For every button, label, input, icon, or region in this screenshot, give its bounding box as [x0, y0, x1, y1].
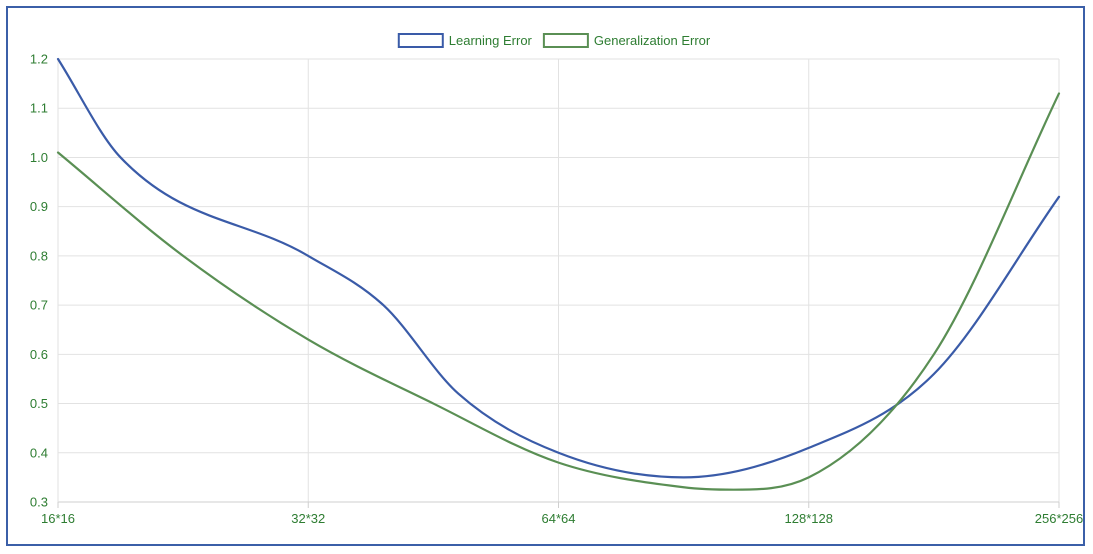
- x-tick-labels: 16*16 32*32 64*64 128*128 256*256: [41, 511, 1083, 526]
- y-tick-label: 0.5: [30, 396, 48, 411]
- x-tick-label: 16*16: [41, 511, 75, 526]
- y-tick-label: 0.8: [30, 248, 48, 263]
- series-line-2: [56, 92, 1061, 491]
- axes: [57, 59, 1060, 508]
- x-tick-label: 32*32: [291, 511, 325, 526]
- y-tick-label: 0.4: [30, 445, 48, 460]
- y-tick-label: 1.2: [30, 52, 48, 67]
- grid-lines: [57, 58, 1060, 503]
- x-tick-label: 128*128: [785, 511, 833, 526]
- y-tick-labels: 0.3 0.4 0.5 0.6 0.7 0.8 0.9 1.0 1.1 1.2: [30, 52, 48, 510]
- y-tick-label: 1.1: [30, 101, 48, 116]
- x-tick-label: 256*256: [1035, 511, 1083, 526]
- y-tick-label: 0.7: [30, 298, 48, 313]
- y-tick-label: 0.6: [30, 347, 48, 362]
- y-tick-label: 0.3: [30, 495, 48, 510]
- x-tick-label: 64*64: [542, 511, 576, 526]
- chart-frame: [6, 6, 1085, 546]
- y-tick-label: 0.9: [30, 199, 48, 214]
- legend-swatch: [397, 33, 444, 48]
- y-tick-label: 1.0: [30, 150, 48, 165]
- series-line-1: [56, 57, 1061, 479]
- series-lines: [56, 57, 1061, 491]
- legend-label: Learning Error: [449, 33, 533, 48]
- legend-swatch: [542, 33, 589, 48]
- legend-label: Generalization Error: [594, 33, 711, 48]
- legend: Learning Error Generalization Error: [397, 33, 711, 48]
